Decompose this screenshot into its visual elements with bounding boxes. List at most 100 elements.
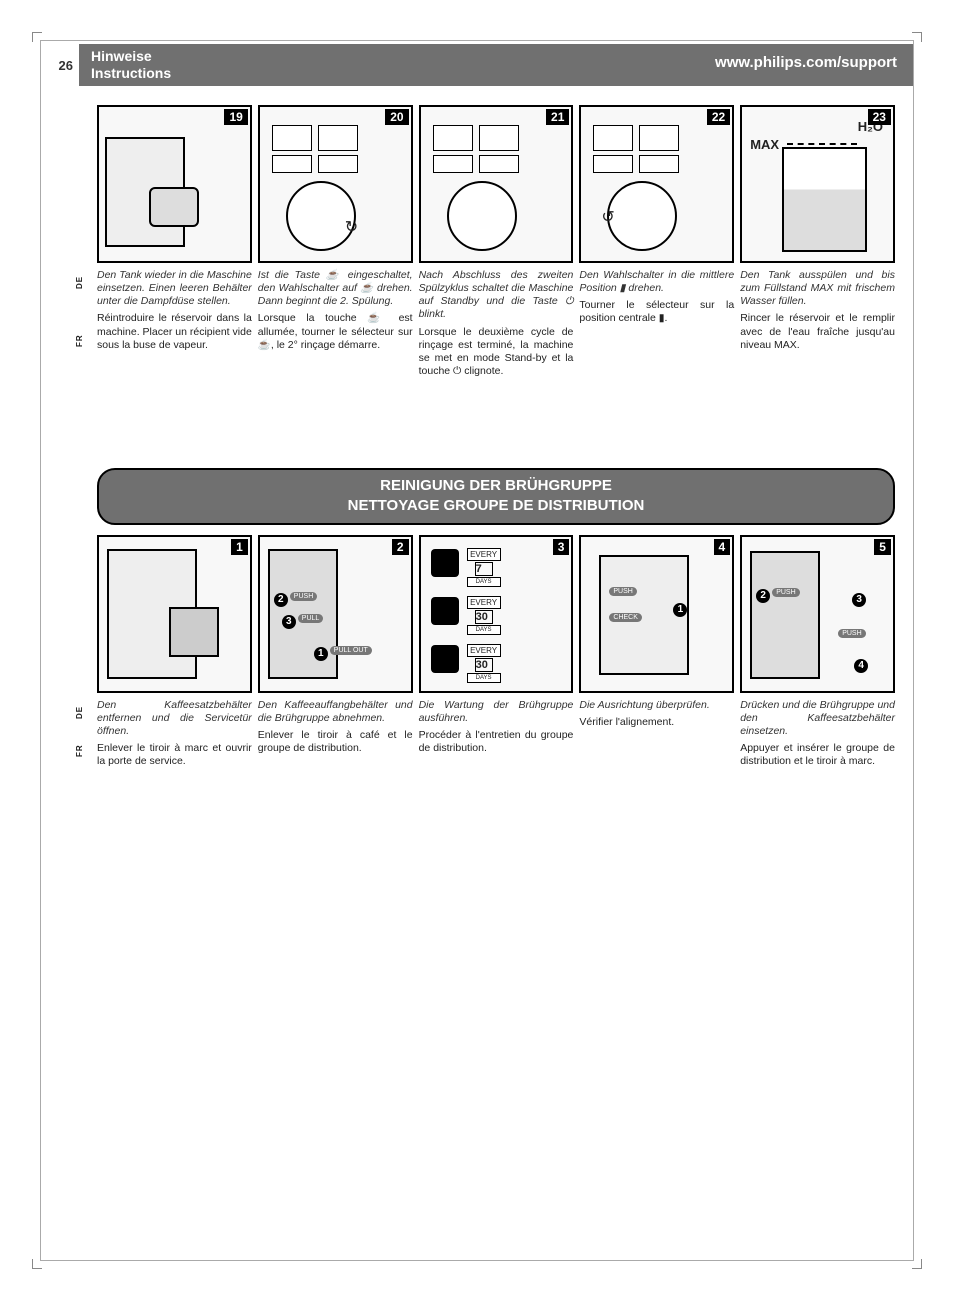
s2-step-2: 2 2 PUSH 3 PULL 1 PULL OUT bbox=[258, 535, 413, 693]
lang-fr-tag: FR bbox=[75, 334, 85, 347]
s2-step-3: 3 EVERY 7 DAYS EVERY 30 DAYS bbox=[419, 535, 574, 693]
step-22-text: Den Wahlschalter in die mittlere Positio… bbox=[579, 269, 734, 378]
sub-badge: 1 bbox=[314, 647, 328, 661]
step-20-illustration: 20 ↻ bbox=[258, 105, 413, 263]
step-23-fr: Rincer le réservoir et le remplir avec d… bbox=[740, 312, 895, 351]
step-20-text: Ist die Taste ☕ eingeschaltet, den Wahls… bbox=[258, 269, 413, 378]
days-label: DAYS bbox=[467, 673, 501, 683]
max-label: MAX bbox=[750, 137, 779, 152]
sub-badge: 2 bbox=[756, 589, 770, 603]
s2-step-5-illustration: 5 2 PUSH 3 PUSH 4 bbox=[740, 535, 895, 693]
s2-step-3-de: Die Wartung der Brühgruppe ausführen. bbox=[419, 699, 574, 725]
s2-step-3-text: Die Wartung der Brühgruppe ausführen. Pr… bbox=[419, 699, 574, 769]
section2-title: REINIGUNG DER BRÜHGRUPPE NETTOYAGE GROUP… bbox=[97, 468, 895, 525]
s2-step-1-fr: Enlever le tiroir à marc et ouvrir la po… bbox=[97, 742, 252, 768]
step-21-text: Nach Abschluss des zweiten Spülzyklus sc… bbox=[419, 269, 574, 378]
step-20: 20 ↻ bbox=[258, 105, 413, 263]
page-frame: 26 Hinweise Instructions www.philips.com… bbox=[40, 40, 914, 1261]
step-23-de: Den Tank ausspülen und bis zum Füllstand… bbox=[740, 269, 895, 308]
lang-fr-tag: FR bbox=[75, 744, 85, 757]
s2-step-1-text: DE FR Den Kaffeesatzbehälter entfernen u… bbox=[97, 699, 252, 769]
s2-step-4-text: Die Ausrichtung überprüfen. Vérifier l'a… bbox=[579, 699, 734, 769]
step-20-fr: Lorsque la touche ☕ est allumée, tourner… bbox=[258, 312, 413, 351]
step-19-illustration: 19 bbox=[97, 105, 252, 263]
sub-badge: 1 bbox=[673, 603, 687, 617]
sub-badge: 3 bbox=[282, 615, 296, 629]
check-label: CHECK bbox=[609, 613, 642, 622]
sub-badge: 2 bbox=[274, 593, 288, 607]
step-23-text: Den Tank ausspülen und bis zum Füllstand… bbox=[740, 269, 895, 378]
step-19: 19 bbox=[97, 105, 252, 263]
s2-step-5-text: Drücken und die Brühgruppe und den Kaffe… bbox=[740, 699, 895, 769]
section2-title-fr: NETTOYAGE GROUPE DE DISTRIBUTION bbox=[109, 496, 883, 516]
s2-step-4: 4 PUSH 1 CHECK bbox=[579, 535, 734, 693]
step-21: 21 bbox=[419, 105, 574, 263]
section2-text: DE FR Den Kaffeesatzbehälter entfernen u… bbox=[97, 699, 895, 769]
section1-text: DE FR Den Tank wieder in die Maschine ei… bbox=[97, 269, 895, 378]
push-label: PUSH bbox=[290, 592, 317, 601]
page-header: 26 Hinweise Instructions www.philips.com… bbox=[41, 41, 913, 89]
days-label: DAYS bbox=[467, 625, 501, 635]
s2-step-3-fr: Procéder à l'entretien du groupe de dist… bbox=[419, 729, 574, 755]
s2-step-3-illustration: 3 EVERY 7 DAYS EVERY 30 DAYS bbox=[419, 535, 574, 693]
step-badge: 2 bbox=[392, 539, 409, 555]
s2-step-5-de: Drücken und die Brühgruppe und den Kaffe… bbox=[740, 699, 895, 738]
step-19-text: DE FR Den Tank wieder in die Maschine ei… bbox=[97, 269, 252, 378]
every-label: EVERY bbox=[467, 644, 501, 657]
page-number: 26 bbox=[41, 58, 79, 73]
step-19-fr: Réintroduire le réservoir dans la machin… bbox=[97, 312, 252, 351]
s2-step-1-de: Den Kaffeesatzbehälter entfernen und die… bbox=[97, 699, 252, 738]
every-label: EVERY bbox=[467, 548, 501, 561]
s2-step-2-text: Den Kaffeeauffangbehälter und die Brühgr… bbox=[258, 699, 413, 769]
s2-step-2-de: Den Kaffeeauffangbehälter und die Brühgr… bbox=[258, 699, 413, 725]
s2-step-1: 1 bbox=[97, 535, 252, 693]
step-badge: 3 bbox=[553, 539, 570, 555]
days-30b: 30 bbox=[475, 658, 493, 672]
s2-step-2-fr: Enlever le tiroir à café et le groupe de… bbox=[258, 729, 413, 755]
s2-step-1-illustration: 1 bbox=[97, 535, 252, 693]
step-21-fr: Lorsque le deuxième cycle de rinçage est… bbox=[419, 326, 574, 379]
section1-images: 19 20 ↻ 21 bbox=[97, 105, 895, 263]
days-7: 7 bbox=[475, 562, 493, 576]
push-label: PUSH bbox=[772, 588, 799, 597]
s2-step-4-de: Die Ausrichtung überprüfen. bbox=[579, 699, 734, 712]
days-label: DAYS bbox=[467, 577, 501, 587]
section2-title-de: REINIGUNG DER BRÜHGRUPPE bbox=[109, 476, 883, 496]
step-22: 22 ↺ bbox=[579, 105, 734, 263]
header-url: www.philips.com/support bbox=[183, 44, 913, 81]
step-21-illustration: 21 bbox=[419, 105, 574, 263]
s2-step-5-fr: Appuyer et insérer le groupe de distribu… bbox=[740, 742, 895, 768]
push-label: PUSH bbox=[609, 587, 636, 596]
step-23-illustration: 23 MAX H₂O bbox=[740, 105, 895, 263]
sub-badge: 4 bbox=[854, 659, 868, 673]
step-23: 23 MAX H₂O bbox=[740, 105, 895, 263]
lang-de-tag: DE bbox=[75, 276, 85, 289]
section2-images: 1 2 2 PUSH 3 PULL 1 PULL OUT bbox=[97, 535, 895, 693]
header-title: Hinweise Instructions bbox=[79, 44, 183, 86]
page-content: 19 20 ↻ 21 bbox=[41, 89, 913, 786]
sub-badge: 3 bbox=[852, 593, 866, 607]
lang-de-tag: DE bbox=[75, 705, 85, 718]
s2-step-4-fr: Vérifier l'alignement. bbox=[579, 716, 734, 729]
days-30a: 30 bbox=[475, 610, 493, 624]
pull-label: PULL bbox=[298, 614, 324, 623]
step-badge: 21 bbox=[546, 109, 569, 125]
step-badge: 5 bbox=[874, 539, 891, 555]
step-19-de: Den Tank wieder in die Maschine einsetze… bbox=[97, 269, 252, 308]
step-22-illustration: 22 ↺ bbox=[579, 105, 734, 263]
step-badge: 20 bbox=[385, 109, 408, 125]
step-badge: 23 bbox=[868, 109, 891, 125]
header-title-en: Instructions bbox=[91, 65, 171, 82]
s2-step-5: 5 2 PUSH 3 PUSH 4 bbox=[740, 535, 895, 693]
step-20-de: Ist die Taste ☕ eingeschaltet, den Wahls… bbox=[258, 269, 413, 308]
header-title-de: Hinweise bbox=[91, 48, 171, 65]
pullout-label: PULL OUT bbox=[330, 646, 372, 655]
step-badge: 19 bbox=[224, 109, 247, 125]
push-label: PUSH bbox=[838, 629, 865, 638]
step-21-de: Nach Abschluss des zweiten Spülzyklus sc… bbox=[419, 269, 574, 322]
s2-step-2-illustration: 2 2 PUSH 3 PULL 1 PULL OUT bbox=[258, 535, 413, 693]
step-22-fr: Tourner le sélecteur sur la position cen… bbox=[579, 299, 734, 325]
step-badge: 1 bbox=[231, 539, 248, 555]
every-label: EVERY bbox=[467, 596, 501, 609]
step-badge: 4 bbox=[714, 539, 731, 555]
